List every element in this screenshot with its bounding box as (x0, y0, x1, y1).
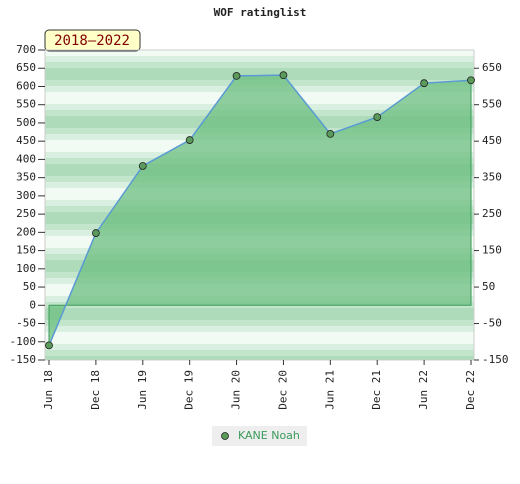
chart-title: WOF ratinglist (214, 6, 307, 19)
y-tick-label: -50 (16, 317, 36, 330)
plot-frame (44, 49, 475, 361)
x-tick-label: Dec 20 (276, 370, 289, 410)
y2-tick-label: 150 (482, 244, 502, 257)
x-tick-label: Jun 18 (42, 370, 55, 410)
y-tick-label: 700 (16, 43, 36, 56)
y2-tick-label: 250 (482, 207, 502, 220)
y2-tick-label: 650 (482, 61, 502, 74)
background-band (45, 350, 474, 356)
y-tick-label: -150 (10, 353, 37, 366)
x-tick-label: Dec 21 (370, 370, 383, 410)
annotation-box (44, 29, 141, 52)
y-tick-label: 300 (16, 189, 36, 202)
legend-marker (221, 432, 229, 440)
background-band (45, 338, 474, 344)
y2-tick-label: 350 (482, 171, 502, 184)
y2-tick-label: -50 (482, 317, 502, 330)
y2-tick-label: -150 (482, 353, 509, 366)
annotation: 2018–2022 (54, 33, 130, 49)
y-tick-label: 150 (16, 244, 36, 257)
y-tick-label: 0 (29, 298, 36, 311)
x-tick-label: Jun 19 (136, 370, 149, 410)
y2-tick-label: 550 (482, 98, 502, 111)
background-band (45, 332, 474, 338)
point (91, 229, 100, 237)
x-tick-label: Jun 20 (230, 370, 243, 410)
x-tick-label: Jun 21 (323, 370, 336, 410)
y-tick-label: -100 (10, 335, 37, 348)
background-band (45, 308, 474, 314)
background-band (45, 320, 474, 326)
line (48, 74, 472, 346)
background-band (45, 326, 474, 332)
y-tick-label: 650 (16, 61, 36, 74)
background-band (45, 56, 474, 62)
y-tick-label: 500 (16, 116, 36, 129)
point (279, 71, 288, 80)
y2-tick-label: 450 (482, 134, 502, 147)
point (420, 79, 429, 88)
point (45, 341, 53, 350)
y-tick-label: 450 (16, 134, 36, 147)
point (373, 113, 382, 122)
background-band (45, 344, 474, 350)
point (232, 71, 241, 80)
y-tick-label: 350 (16, 171, 36, 184)
y-tick-label: 550 (16, 98, 36, 111)
background-band (45, 68, 474, 74)
point (326, 129, 335, 138)
y-tick-label: 200 (16, 225, 36, 238)
y-tick-label: 600 (16, 79, 36, 92)
background-band (45, 62, 474, 68)
x-tick-label: Dec 18 (89, 370, 102, 410)
point (185, 136, 194, 144)
x-tick-label: Dec 22 (464, 370, 477, 410)
y-tick-label: 250 (16, 207, 36, 220)
y-tick-label: 400 (16, 152, 36, 165)
legend-box (212, 426, 307, 446)
legend-label: KANE Noah (238, 429, 300, 442)
background-band (45, 50, 474, 56)
point (138, 162, 147, 170)
point (467, 76, 475, 85)
y2-tick-label: 50 (482, 280, 495, 293)
background-band (45, 314, 474, 320)
y-tick-label: 100 (16, 262, 36, 275)
x-tick-label: Dec 19 (183, 370, 196, 410)
y-tick-label: 50 (23, 280, 36, 293)
x-tick-label: Jun 22 (417, 370, 430, 410)
background-band (45, 356, 474, 360)
